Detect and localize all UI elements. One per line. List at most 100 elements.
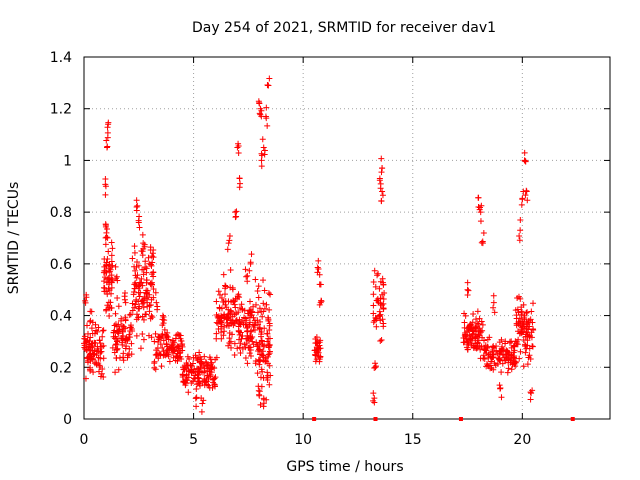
data-point — [257, 374, 264, 381]
data-point — [370, 310, 377, 317]
data-point — [516, 233, 523, 240]
data-point — [244, 323, 251, 330]
data-point — [374, 272, 381, 279]
data-point — [88, 355, 95, 362]
data-point — [134, 259, 141, 266]
data-point — [104, 256, 111, 263]
data-point — [519, 329, 526, 336]
data-point — [127, 322, 134, 329]
x-tick-label: 20 — [513, 432, 531, 448]
data-point — [150, 294, 157, 301]
data-point — [137, 289, 144, 296]
zero-markers — [312, 417, 575, 421]
data-point — [236, 344, 243, 351]
data-point — [237, 321, 244, 328]
data-point — [110, 333, 117, 340]
data-point — [260, 357, 267, 364]
data-point — [265, 290, 272, 297]
data-point — [135, 298, 142, 305]
data-point — [115, 303, 122, 310]
data-point — [258, 383, 265, 390]
data-point — [133, 332, 140, 339]
zero-marker — [312, 417, 317, 421]
data-point — [221, 328, 228, 335]
data-point — [501, 357, 508, 364]
data-point — [264, 338, 271, 345]
data-point — [95, 324, 102, 331]
data-point — [468, 321, 475, 328]
data-point — [517, 217, 524, 224]
data-point — [231, 351, 238, 358]
data-point — [317, 337, 324, 344]
data-point — [226, 330, 233, 337]
data-point — [377, 338, 384, 345]
data-point — [146, 308, 153, 315]
data-point — [91, 339, 98, 346]
data-point — [90, 369, 97, 376]
data-point — [478, 343, 485, 350]
data-point — [264, 330, 271, 337]
data-point — [148, 312, 155, 319]
data-point — [131, 243, 138, 250]
data-point — [196, 349, 203, 356]
data-point — [481, 346, 488, 353]
data-point — [260, 300, 267, 307]
data-point — [511, 347, 518, 354]
data-point — [265, 335, 272, 342]
data-point — [523, 325, 530, 332]
data-point — [132, 267, 139, 274]
data-point — [141, 293, 148, 300]
data-point — [102, 175, 109, 182]
data-point — [87, 334, 94, 341]
data-point — [244, 278, 251, 285]
data-point — [207, 356, 214, 363]
data-point — [101, 288, 108, 295]
data-point — [164, 329, 171, 336]
data-point — [524, 309, 531, 316]
data-point — [136, 224, 143, 231]
y-tick-label: 0.2 — [50, 360, 72, 376]
data-point — [102, 274, 109, 281]
data-point — [245, 335, 252, 342]
data-point — [140, 245, 147, 252]
data-point — [264, 369, 271, 376]
data-point — [108, 272, 115, 279]
data-point — [109, 245, 116, 252]
data-point — [372, 315, 379, 322]
data-point — [179, 347, 186, 354]
data-point — [170, 346, 177, 353]
data-point — [377, 278, 384, 285]
data-point — [88, 325, 95, 332]
data-point — [246, 350, 253, 357]
plot-frame — [83, 56, 611, 420]
data-point — [256, 339, 263, 346]
data-point — [133, 207, 140, 214]
data-point — [121, 293, 128, 300]
data-point — [461, 324, 468, 331]
data-point — [472, 323, 479, 330]
data-point — [152, 330, 159, 337]
data-point — [114, 277, 121, 284]
data-point — [504, 369, 511, 376]
data-point — [166, 358, 173, 365]
data-point — [193, 403, 200, 410]
data-point — [152, 366, 159, 373]
data-point — [235, 291, 242, 298]
data-point — [524, 342, 531, 349]
data-point — [171, 347, 178, 354]
data-point — [490, 299, 497, 306]
data-point — [116, 326, 123, 333]
data-point — [375, 270, 382, 277]
data-point — [164, 346, 171, 353]
data-point — [120, 323, 127, 330]
data-point — [108, 258, 115, 265]
data-point — [477, 329, 484, 336]
data-point — [87, 318, 94, 325]
data-point — [377, 317, 384, 324]
data-point — [108, 252, 115, 259]
data-point — [119, 339, 126, 346]
data-point — [99, 327, 106, 334]
data-point — [518, 330, 525, 337]
zero-marker — [373, 417, 378, 421]
data-point — [266, 348, 273, 355]
